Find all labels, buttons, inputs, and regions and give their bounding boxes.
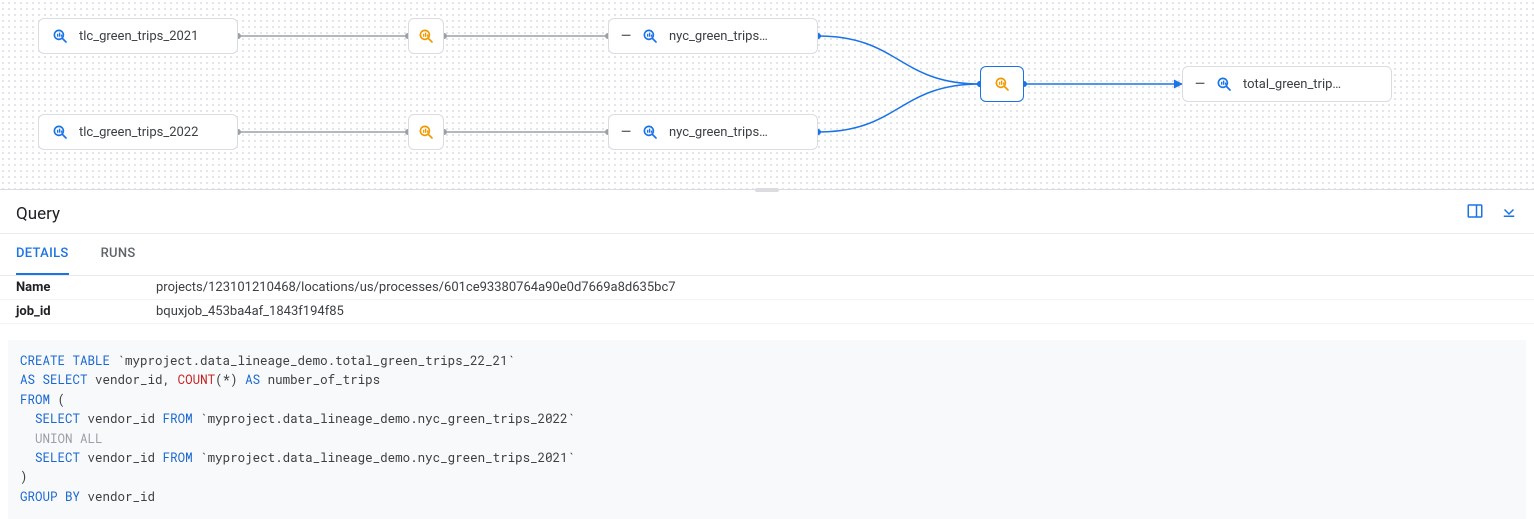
bigquery-icon	[417, 27, 435, 45]
lineage-node-n_p1[interactable]	[408, 18, 444, 54]
bigquery-icon	[1215, 75, 1233, 93]
dash-icon: —	[621, 125, 631, 140]
lineage-node-n_m1[interactable]: — nyc_green_trips…	[608, 18, 818, 54]
node-label: nyc_green_trips…	[669, 29, 768, 44]
bigquery-icon	[417, 123, 435, 141]
detail-jobid-value: bquxjob_453ba4af_1843f194f85	[156, 304, 344, 319]
panel-title: Query	[16, 204, 60, 224]
lineage-node-n_m2[interactable]: — nyc_green_trips…	[608, 114, 818, 150]
dash-icon: —	[621, 29, 631, 44]
node-label: total_green_trip…	[1243, 77, 1341, 92]
lineage-node-n_out[interactable]: — total_green_trip…	[1182, 66, 1392, 102]
node-label: tlc_green_trips_2021	[79, 29, 198, 44]
lineage-node-n_pj[interactable]	[980, 66, 1024, 102]
sql-block: CREATE TABLE `myproject.data_lineage_dem…	[8, 340, 1526, 519]
lineage-node-n_src22[interactable]: tlc_green_trips_2022	[38, 114, 238, 150]
bigquery-icon	[51, 123, 69, 141]
lineage-canvas[interactable]: tlc_green_trips_2021 tlc_green_trips_2022…	[0, 0, 1534, 190]
panel-collapse-icon[interactable]	[1500, 202, 1518, 225]
tab-details[interactable]: DETAILS	[16, 234, 69, 275]
detail-jobid-label: job_id	[16, 304, 156, 319]
bigquery-icon	[641, 123, 659, 141]
detail-name-label: Name	[16, 280, 156, 295]
detail-row-name: Name projects/123101210468/locations/us/…	[0, 276, 1534, 300]
dash-icon: —	[1195, 77, 1205, 92]
node-label: tlc_green_trips_2022	[79, 125, 198, 140]
tab-runs[interactable]: RUNS	[101, 234, 136, 275]
resize-handle[interactable]	[755, 188, 779, 192]
detail-row-jobid: job_id bquxjob_453ba4af_1843f194f85	[0, 300, 1534, 324]
lineage-node-n_p2[interactable]	[408, 114, 444, 150]
lineage-node-n_src21[interactable]: tlc_green_trips_2021	[38, 18, 238, 54]
node-label: nyc_green_trips…	[669, 125, 768, 140]
bigquery-icon	[51, 27, 69, 45]
panel-header: Query	[0, 194, 1534, 234]
bigquery-icon	[993, 75, 1011, 93]
panel-layout-icon[interactable]	[1466, 202, 1484, 225]
detail-name-value: projects/123101210468/locations/us/proce…	[156, 280, 676, 295]
tabs: DETAILS RUNS	[0, 234, 1534, 276]
bigquery-icon	[641, 27, 659, 45]
